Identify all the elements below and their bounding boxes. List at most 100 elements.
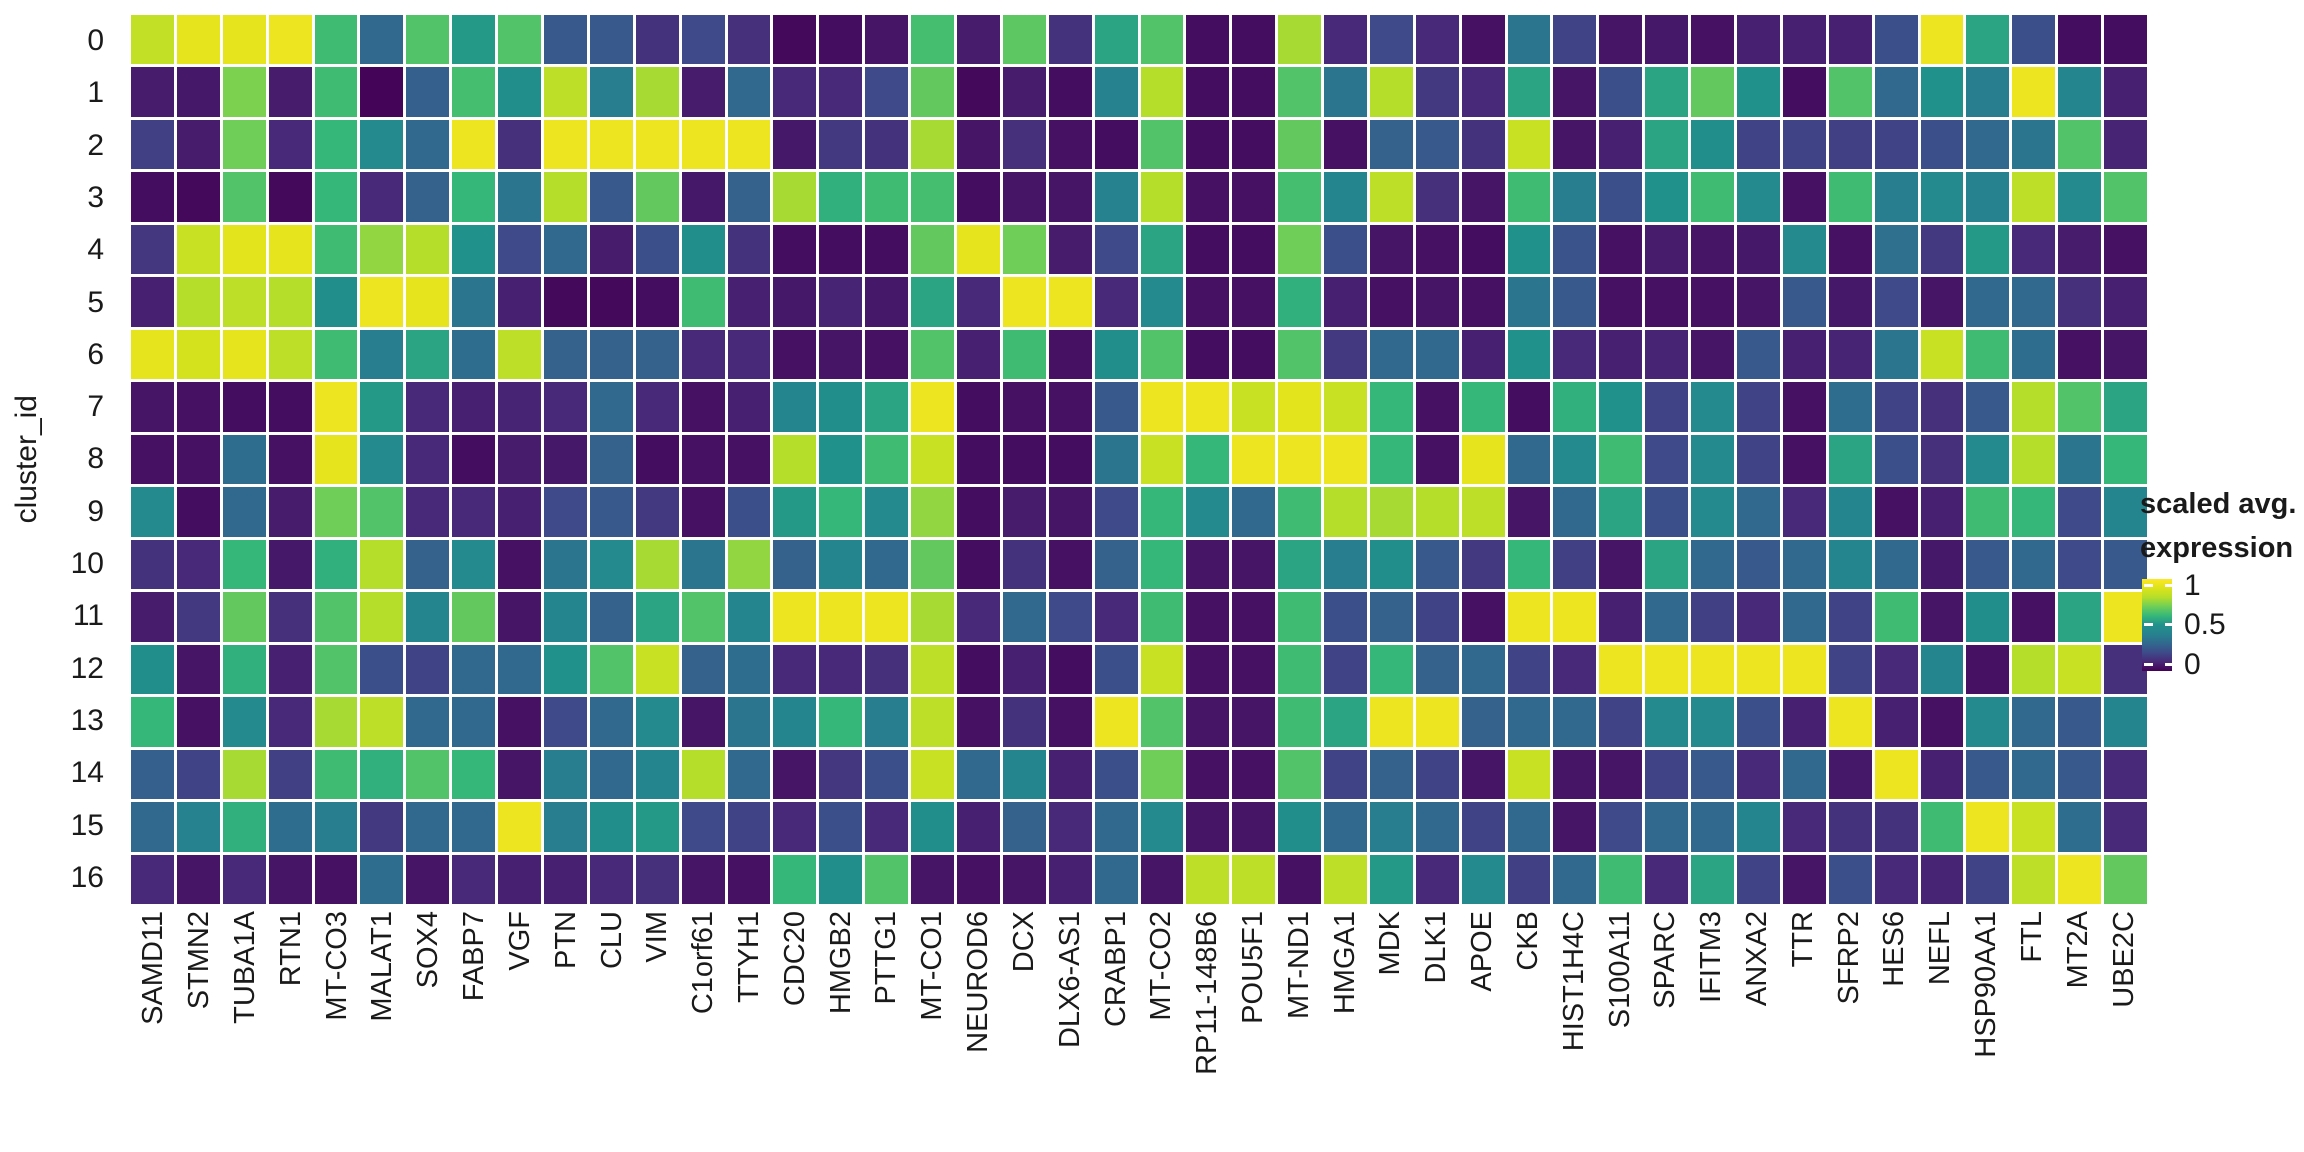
heatmap-cell bbox=[1874, 487, 1918, 537]
x-axis-tick-label: C1orf61 bbox=[681, 911, 727, 1149]
heatmap-cell bbox=[1002, 592, 1046, 642]
heatmap-cell bbox=[1553, 224, 1597, 275]
heatmap-cell bbox=[498, 749, 541, 800]
heatmap-cell bbox=[1599, 644, 1643, 695]
heatmap-cell bbox=[1324, 697, 1367, 747]
heatmap-cell bbox=[589, 539, 633, 590]
heatmap-cell bbox=[1461, 382, 1505, 432]
heatmap-cell bbox=[2012, 434, 2056, 485]
y-axis-tick-label: 10 bbox=[70, 547, 104, 581]
y-axis-tick-label: 4 bbox=[87, 233, 104, 267]
x-axis-tick-label: DCX bbox=[1002, 911, 1048, 1149]
heatmap-cell bbox=[452, 539, 496, 590]
heatmap-cell bbox=[956, 67, 1000, 117]
heatmap-cell bbox=[1186, 487, 1230, 537]
heatmap-cell bbox=[1507, 172, 1551, 222]
heatmap-cell bbox=[681, 172, 725, 222]
heatmap-cell bbox=[1874, 119, 1918, 170]
heatmap-cell bbox=[268, 172, 312, 222]
heatmap-cell bbox=[819, 487, 863, 537]
heatmap-cell bbox=[131, 382, 174, 432]
heatmap-cell bbox=[1002, 644, 1046, 695]
heatmap-cell bbox=[1186, 854, 1230, 904]
x-axis-tick-label-text: S100A11 bbox=[1603, 911, 1636, 1029]
heatmap-cell bbox=[2058, 854, 2102, 904]
heatmap-cell bbox=[1920, 15, 1964, 65]
heatmap-cell bbox=[865, 67, 909, 117]
x-axis-tick-label: NEFL bbox=[1918, 911, 1964, 1149]
y-axis-tick-label: 13 bbox=[70, 703, 104, 737]
heatmap-cell bbox=[222, 277, 266, 327]
heatmap-cell bbox=[1186, 644, 1230, 695]
heatmap-cell bbox=[1966, 329, 2010, 380]
heatmap-cell bbox=[727, 329, 771, 380]
heatmap-cell bbox=[1507, 487, 1551, 537]
heatmap-cell bbox=[1002, 802, 1046, 852]
heatmap-cell bbox=[1507, 539, 1551, 590]
legend-tick-mark bbox=[2144, 663, 2153, 666]
heatmap-cell bbox=[1094, 644, 1138, 695]
heatmap-cell bbox=[589, 854, 633, 904]
heatmap-cell bbox=[406, 277, 450, 327]
heatmap-cell bbox=[314, 224, 358, 275]
heatmap-cell bbox=[1415, 802, 1459, 852]
heatmap-cell bbox=[1232, 434, 1276, 485]
heatmap-cell bbox=[314, 119, 358, 170]
heatmap-cell bbox=[1782, 854, 1826, 904]
heatmap-cell bbox=[956, 854, 1000, 904]
x-axis-tick-label-text: IFITM3 bbox=[1695, 911, 1728, 1003]
heatmap-cell bbox=[1874, 277, 1918, 327]
heatmap-cell bbox=[1599, 224, 1643, 275]
legend-tick-mark bbox=[2144, 623, 2153, 626]
heatmap-cell bbox=[1232, 749, 1276, 800]
x-axis-tick-label: HSP90AA1 bbox=[1964, 911, 2010, 1149]
heatmap-cell bbox=[819, 539, 863, 590]
heatmap-cell bbox=[727, 539, 771, 590]
heatmap-cell bbox=[314, 539, 358, 590]
heatmap-cell bbox=[819, 15, 863, 65]
heatmap-cell bbox=[176, 539, 220, 590]
heatmap-cell bbox=[1140, 172, 1184, 222]
x-axis-tick-label: HMGA1 bbox=[1322, 911, 1368, 1149]
heatmap-cell bbox=[543, 854, 587, 904]
heatmap-cell bbox=[1599, 329, 1643, 380]
heatmap-cell bbox=[176, 802, 220, 852]
heatmap-cell bbox=[314, 382, 358, 432]
heatmap-cell bbox=[911, 15, 954, 65]
x-axis-tick-label-text: APOE bbox=[1466, 911, 1499, 992]
y-axis-tick-label: 14 bbox=[70, 756, 104, 790]
heatmap-cell bbox=[222, 329, 266, 380]
heatmap-cell bbox=[2012, 382, 2056, 432]
x-axis-tick-label-text: MT2A bbox=[2061, 911, 2094, 989]
heatmap-cell bbox=[1369, 539, 1413, 590]
heatmap-cell bbox=[1002, 15, 1046, 65]
heatmap-cell bbox=[1737, 487, 1780, 537]
x-axis-tick-label: VGF bbox=[498, 911, 544, 1149]
heatmap-cell bbox=[681, 854, 725, 904]
heatmap-cell bbox=[1599, 15, 1643, 65]
heatmap-cell bbox=[956, 749, 1000, 800]
heatmap-cell bbox=[911, 854, 954, 904]
heatmap-cell bbox=[1324, 67, 1367, 117]
heatmap-cell bbox=[1278, 539, 1322, 590]
heatmap-cell bbox=[1324, 539, 1367, 590]
heatmap-cell bbox=[1002, 487, 1046, 537]
heatmap-cell bbox=[1553, 539, 1597, 590]
heatmap-cell bbox=[2012, 224, 2056, 275]
heatmap-cell bbox=[1186, 697, 1230, 747]
heatmap-cell bbox=[360, 487, 404, 537]
x-axis-tick-label-text: HES6 bbox=[1878, 911, 1911, 987]
heatmap-cell bbox=[1232, 644, 1276, 695]
heatmap-cell bbox=[1920, 644, 1964, 695]
heatmap-cell bbox=[176, 749, 220, 800]
x-axis-tick-label-text: CLU bbox=[595, 911, 628, 970]
heatmap-cell bbox=[1920, 172, 1964, 222]
heatmap-cell bbox=[268, 802, 312, 852]
x-axis-tick-label-text: SFRP2 bbox=[1832, 911, 1865, 1005]
heatmap-cell bbox=[1645, 434, 1689, 485]
heatmap-cell bbox=[1186, 382, 1230, 432]
heatmap-cell bbox=[1507, 434, 1551, 485]
heatmap-cell bbox=[1324, 802, 1367, 852]
x-axis-tick-label: MALAT1 bbox=[360, 911, 406, 1149]
heatmap-cell bbox=[498, 172, 541, 222]
